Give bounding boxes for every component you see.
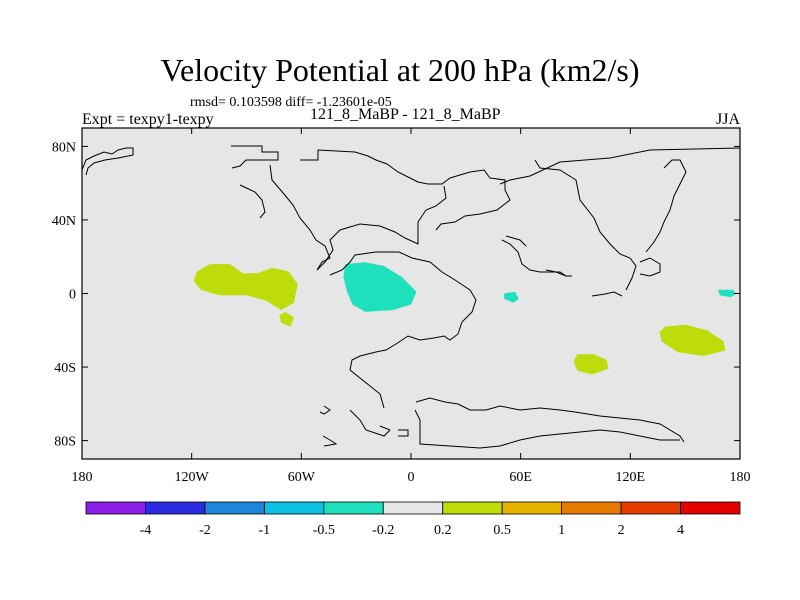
center-label: 121_8_MaBP - 121_8_MaBP	[310, 106, 501, 123]
coastline	[316, 185, 447, 271]
colorbar-label: 4	[677, 523, 684, 538]
coastline	[349, 409, 391, 437]
coastline	[545, 269, 572, 277]
colorbar-swatch	[620, 501, 681, 515]
coastline	[231, 145, 279, 169]
coastline	[534, 159, 637, 291]
positive-region	[193, 264, 298, 311]
colorbar-label: 2	[618, 523, 625, 538]
colorbar-label: -0.5	[313, 523, 335, 538]
colorbar-swatch	[561, 501, 622, 515]
negative-region	[718, 289, 737, 298]
x-tick-label: 60E	[509, 470, 532, 485]
season-label: JJA	[716, 111, 741, 128]
coastline	[415, 397, 685, 443]
colorbar-swatch	[145, 501, 206, 515]
y-tick-label: 80N	[52, 140, 76, 155]
coastline	[591, 291, 623, 297]
stats-line: rmsd= 0.103598 diff= -1.23601e-05	[190, 95, 392, 110]
colorbar-swatch	[680, 501, 741, 515]
left-label: Expt = texpy1-texpy	[82, 111, 214, 128]
colorbar-label: 0.2	[434, 523, 452, 538]
colorbar-swatch	[204, 501, 265, 515]
coastline	[398, 429, 409, 437]
positive-region	[573, 354, 609, 375]
coastline	[300, 149, 511, 231]
colorbar-swatch	[263, 501, 325, 515]
colorbar-label: 1	[558, 523, 565, 538]
coastline	[645, 159, 687, 253]
negative-region	[343, 262, 417, 312]
colorbar-label: -4	[140, 523, 152, 538]
colorbar-swatch	[442, 501, 503, 515]
coastline	[239, 184, 266, 219]
coastline	[322, 435, 338, 447]
coastline	[81, 147, 134, 176]
y-tick-label: 0	[69, 288, 76, 303]
x-tick-label: 120E	[616, 470, 646, 485]
x-tick-label: 180	[72, 470, 93, 485]
positive-region	[659, 324, 726, 356]
x-tick-label: 0	[408, 470, 415, 485]
x-tick-label: 120W	[175, 470, 210, 485]
chart-title: Velocity Potential at 200 hPa (km2/s)	[160, 52, 640, 88]
coastline	[329, 251, 477, 409]
coastline	[414, 409, 680, 449]
x-tick-label: 180	[730, 470, 751, 485]
colorbar-swatch	[85, 501, 146, 515]
y-tick-label: 40S	[54, 361, 76, 376]
colorbar-swatch	[382, 501, 444, 515]
positive-region	[279, 311, 294, 327]
colorbar-label: -0.2	[372, 523, 394, 538]
coastline	[639, 257, 661, 277]
y-tick-label: 80S	[54, 435, 76, 450]
coastline	[499, 147, 741, 185]
colorbar-label: -1	[259, 523, 271, 538]
coastline	[501, 239, 572, 277]
coastline	[505, 235, 527, 247]
colorbar-label: 0.5	[493, 523, 511, 538]
y-tick-label: 40N	[52, 214, 76, 229]
x-tick-label: 60W	[288, 470, 316, 485]
coastline	[319, 405, 331, 415]
colorbar-label: -2	[199, 523, 211, 538]
colorbar-swatch	[323, 501, 384, 515]
colorbar-swatch	[501, 501, 563, 515]
negative-region	[504, 291, 519, 303]
